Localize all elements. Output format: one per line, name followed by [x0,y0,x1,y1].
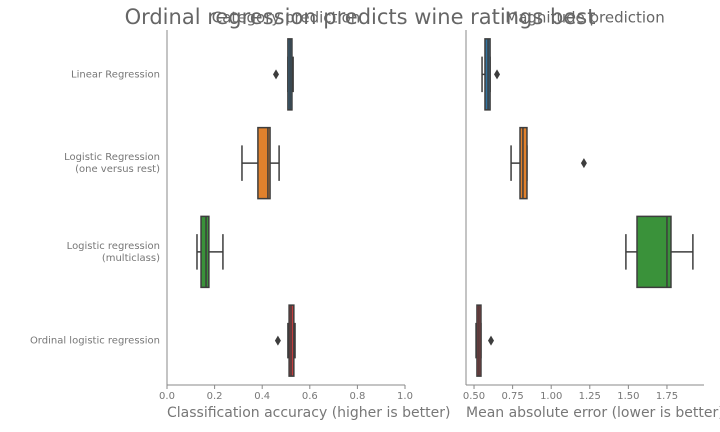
x-tick-label: 1.75 [656,391,678,402]
box [257,126,271,200]
box [636,215,672,289]
x-tick-label: 0.2 [207,391,223,402]
chart-title: Magnitude prediction [505,9,665,27]
outlier [488,335,495,346]
outlier [494,69,501,80]
x-axis-label: Mean absolute error (lower is better) [466,405,720,421]
x-tick-label: 0.4 [254,391,270,402]
box [200,215,210,289]
figure-title: Ordinal regression predicts wine ratings… [125,5,596,29]
outlier [274,335,281,346]
x-tick-label: 0.6 [302,391,318,402]
x-tick-label: 1.0 [397,391,413,402]
x-tick-label: 0.8 [349,391,365,402]
x-tick-label: 0.50 [463,391,485,402]
x-axis-label: Classification accuracy (higher is bette… [167,405,450,421]
x-tick-label: 1.50 [617,391,639,402]
x-tick-label: 0.0 [159,391,175,402]
y-tick-label: Logistic regression (multiclass) [67,241,160,264]
y-tick-label: Linear Regression [71,69,160,80]
x-tick-label: 1.00 [540,391,562,402]
y-tick-label: Ordinal logistic regression [30,336,160,347]
y-tick-label: Logistic Regression (one versus rest) [64,152,160,175]
outlier [580,158,587,169]
x-tick-label: 0.75 [501,391,523,402]
chart-title: Category prediction [212,9,361,27]
x-tick-label: 1.25 [579,391,601,402]
outlier [273,69,280,80]
